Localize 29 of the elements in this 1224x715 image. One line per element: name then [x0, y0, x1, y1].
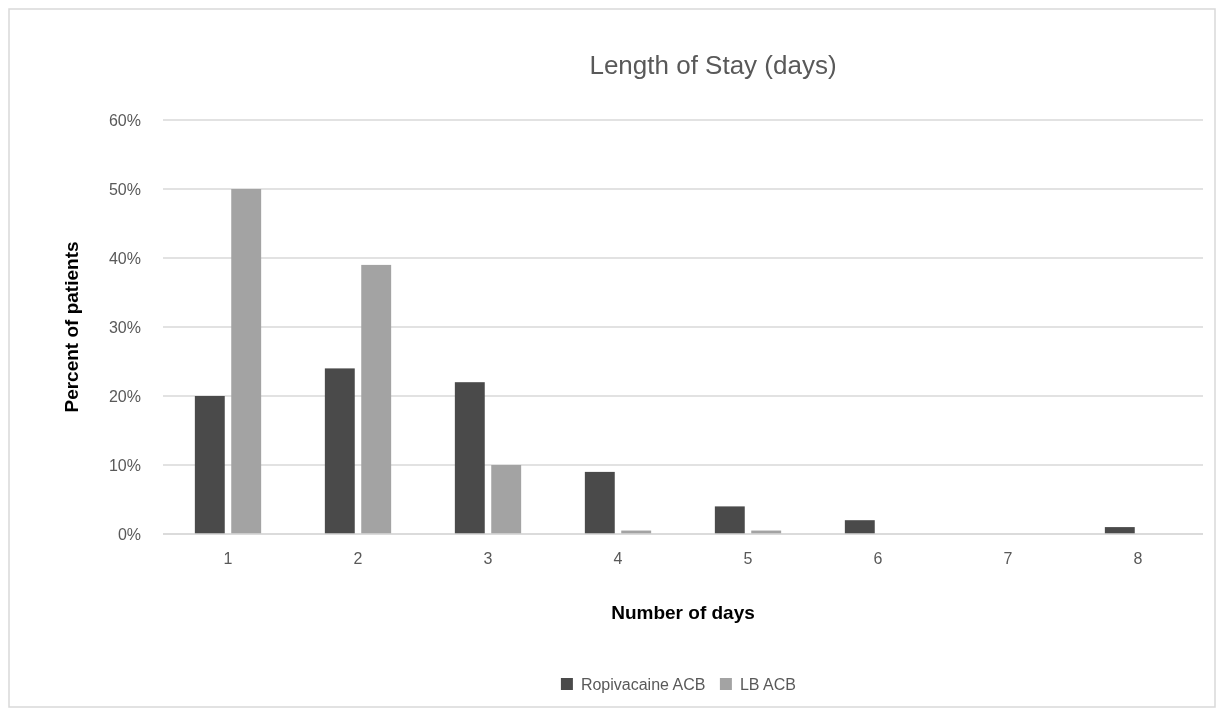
x-axis-title: Number of days [611, 602, 755, 623]
x-tick-label: 7 [1003, 550, 1013, 567]
bar [324, 368, 355, 534]
y-tick-label: 10% [108, 456, 141, 474]
x-tick-label: 2 [353, 550, 363, 567]
y-tick-label: 40% [108, 249, 141, 267]
bar [454, 382, 485, 534]
y-tick-label: 30% [108, 318, 141, 336]
bar [361, 264, 392, 534]
y-tick-label: 0% [117, 525, 141, 543]
y-tick-label: 50% [108, 180, 141, 198]
y-axis-title: Percent of patients [61, 241, 82, 413]
bar [714, 506, 745, 534]
bar [231, 189, 262, 534]
x-tick-label: 1 [223, 550, 233, 567]
x-tick-label: 4 [613, 550, 623, 567]
chart-title: Length of Stay (days) [589, 50, 837, 80]
bar [194, 396, 225, 534]
x-tick-label: 8 [1133, 550, 1143, 567]
y-tick-label: 20% [108, 387, 141, 405]
bar [844, 520, 875, 534]
bar [491, 465, 522, 534]
legend-label: Ropivacaine ACB [580, 675, 706, 693]
bar [584, 471, 615, 534]
x-tick-label: 6 [873, 550, 883, 567]
legend-label: LB ACB [739, 675, 796, 693]
x-tick-label: 5 [743, 550, 753, 567]
x-tick-label: 3 [483, 550, 493, 567]
y-tick-label: 60% [108, 111, 141, 129]
